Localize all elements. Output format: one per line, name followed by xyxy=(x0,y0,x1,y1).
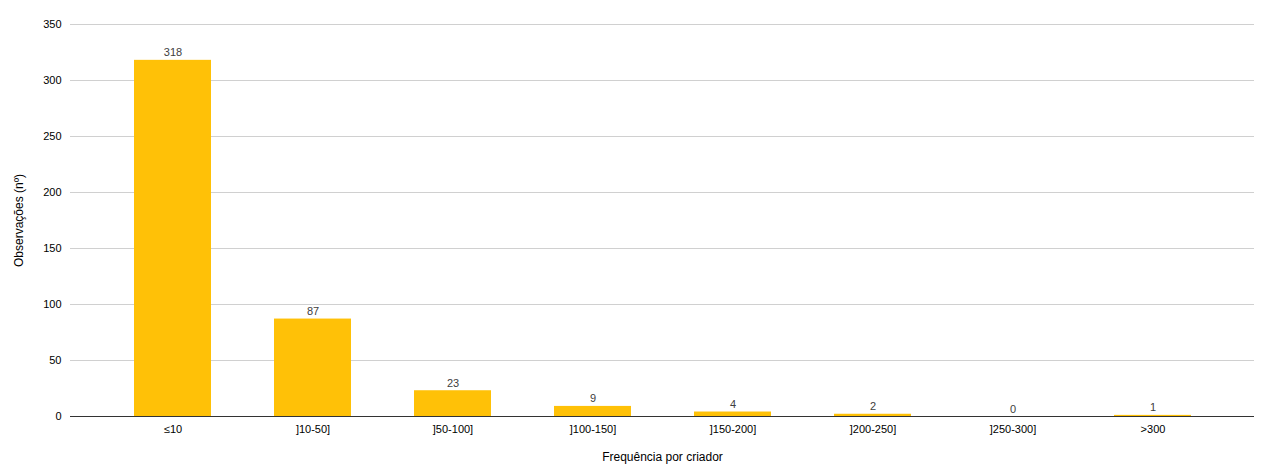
svg-text:200: 200 xyxy=(43,186,61,198)
svg-text:]250-300]: ]250-300] xyxy=(990,423,1036,435)
svg-text:]150-200]: ]150-200] xyxy=(710,423,756,435)
svg-text:87: 87 xyxy=(307,305,319,317)
svg-text:1: 1 xyxy=(1150,401,1156,413)
svg-text:0: 0 xyxy=(55,410,61,422)
svg-text:9: 9 xyxy=(590,392,596,404)
svg-text:]100-150]: ]100-150] xyxy=(570,423,616,435)
svg-text:Frequência por criador: Frequência por criador xyxy=(602,450,723,464)
svg-text:318: 318 xyxy=(164,46,182,58)
svg-text:300: 300 xyxy=(43,74,61,86)
svg-text:≤10: ≤10 xyxy=(164,423,182,435)
svg-text:2: 2 xyxy=(870,400,876,412)
svg-text:Observações (nº): Observações (nº) xyxy=(12,174,26,267)
svg-text:250: 250 xyxy=(43,130,61,142)
svg-text:]200-250]: ]200-250] xyxy=(850,423,896,435)
svg-text:]10-50]: ]10-50] xyxy=(296,423,330,435)
svg-text:]50-100]: ]50-100] xyxy=(433,423,473,435)
svg-text:0: 0 xyxy=(1010,403,1016,415)
svg-text:4: 4 xyxy=(730,398,736,410)
svg-text:350: 350 xyxy=(43,18,61,30)
svg-text:>300: >300 xyxy=(1141,423,1166,435)
svg-text:150: 150 xyxy=(43,242,61,254)
svg-text:50: 50 xyxy=(49,354,61,366)
svg-text:23: 23 xyxy=(447,377,459,389)
svg-text:100: 100 xyxy=(43,298,61,310)
